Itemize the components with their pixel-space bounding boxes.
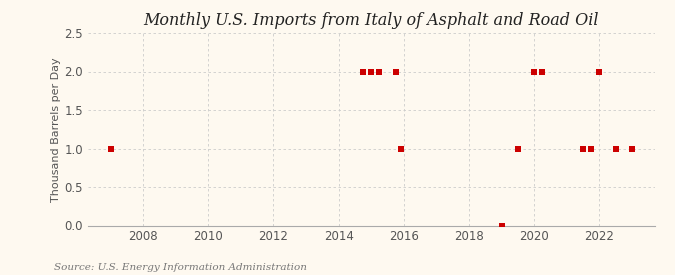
Point [594, 69, 605, 74]
Y-axis label: Thousand Barrels per Day: Thousand Barrels per Day [51, 57, 61, 202]
Point [529, 69, 539, 74]
Point [512, 146, 523, 151]
Title: Monthly U.S. Imports from Italy of Asphalt and Road Oil: Monthly U.S. Imports from Italy of Aspha… [144, 12, 599, 29]
Point [626, 146, 637, 151]
Text: Source: U.S. Energy Information Administration: Source: U.S. Energy Information Administ… [54, 263, 307, 272]
Point [358, 69, 369, 74]
Point [105, 146, 116, 151]
Point [396, 146, 406, 151]
Point [366, 69, 377, 74]
Point [610, 146, 621, 151]
Point [586, 146, 597, 151]
Point [578, 146, 589, 151]
Point [374, 69, 385, 74]
Point [390, 69, 401, 74]
Point [537, 69, 547, 74]
Point [496, 223, 507, 228]
